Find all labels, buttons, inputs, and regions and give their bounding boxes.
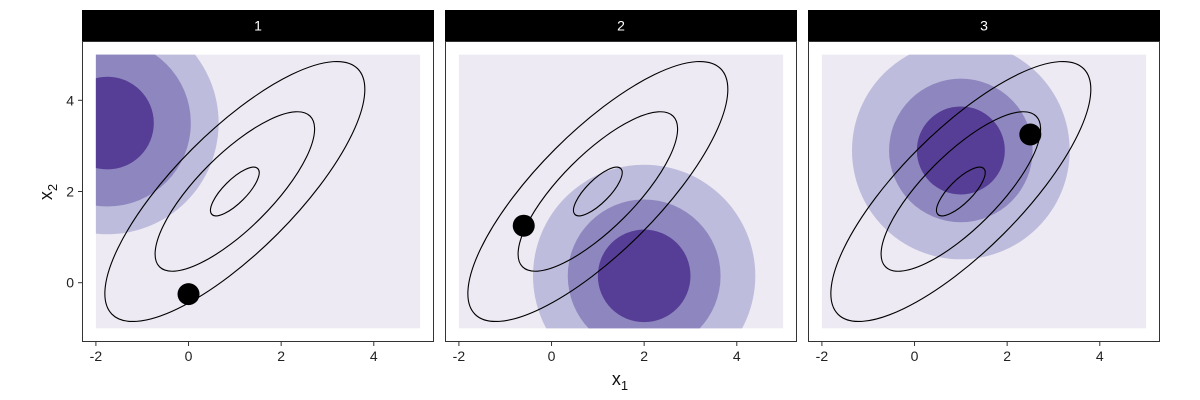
x-tick-label: 4 <box>733 348 741 364</box>
x-tick-label: -2 <box>90 348 103 364</box>
facet-strip-label: 2 <box>617 18 625 34</box>
facet-strip <box>445 10 797 41</box>
x-tick-label: -2 <box>816 348 829 364</box>
panel-border <box>82 41 434 342</box>
x-tick-label: 0 <box>185 348 193 364</box>
x-tick-label: 2 <box>277 348 285 364</box>
x-tick-label: 2 <box>640 348 648 364</box>
target-contour-1 <box>572 166 623 217</box>
target-contour-1 <box>209 166 260 217</box>
target-contour-1 <box>935 166 986 217</box>
facet-strip-label: 1 <box>254 18 262 34</box>
x-tick-label: -2 <box>453 348 466 364</box>
panel-3: 3 -2 0 2 4 <box>808 10 1160 364</box>
sample-point <box>177 283 200 306</box>
target-contour-3 <box>830 60 1092 323</box>
x-tick-label: 4 <box>1096 348 1104 364</box>
x-tick-label: 0 <box>548 348 556 364</box>
sample-point <box>512 214 535 237</box>
panel-border <box>445 41 797 342</box>
proposal-band-inner <box>95 76 154 170</box>
proposal-density-bands <box>95 54 219 235</box>
facet-strip-label: 3 <box>980 18 988 34</box>
target-contour-2 <box>517 111 679 272</box>
proposal-band-inner <box>916 106 1005 195</box>
y-tick-label: 0 <box>66 275 74 291</box>
target-contour-3 <box>104 60 366 323</box>
x-tick-label: 0 <box>911 348 919 364</box>
y-axis-title: x2 <box>36 184 60 200</box>
y-tick-label: 2 <box>66 184 74 200</box>
proposal-density-bands <box>533 164 756 329</box>
facet-strip <box>82 10 434 41</box>
x-tick-label: 4 <box>370 348 378 364</box>
x-axis-title: x1 <box>612 369 628 393</box>
target-contour-3 <box>467 60 729 323</box>
x-tick-label: 2 <box>1003 348 1011 364</box>
y-tick-label: 4 <box>66 92 74 108</box>
proposal-band-inner <box>597 229 691 323</box>
target-contour-2 <box>154 111 316 272</box>
facet-strip <box>808 10 1160 41</box>
panel-border <box>808 41 1160 342</box>
proposal-density-bands <box>852 54 1070 260</box>
panel-1: 1 -2 0 2 4 0 2 4 <box>66 10 434 364</box>
target-contour-2 <box>880 111 1042 272</box>
sample-point <box>1019 123 1042 146</box>
panel-2: 2 -2 0 2 4 <box>445 10 797 364</box>
